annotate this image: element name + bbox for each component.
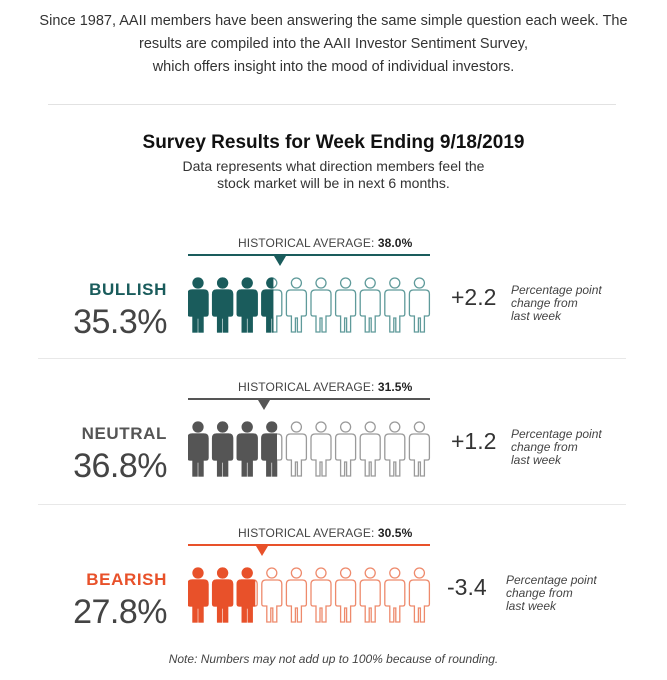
- historical-average-marker: [255, 546, 268, 556]
- person-icon-filled: [211, 277, 234, 333]
- intro-line-1: Since 1987, AAII members have been answe…: [39, 13, 628, 29]
- sentiment-label: NEUTRAL: [81, 424, 167, 443]
- people-icon-row: [188, 277, 431, 333]
- weekly-change: +1.2: [451, 428, 497, 454]
- intro-line-3: which offers insight into the mood of in…: [152, 59, 515, 75]
- person-icon-filled: [211, 421, 234, 477]
- change-desc-line-1: Percentage point: [506, 573, 597, 587]
- change-desc-line-1: Percentage point: [511, 427, 602, 441]
- historical-average-caption: HISTORICAL AVERAGE:: [238, 526, 375, 540]
- person-icon-filled: [188, 421, 209, 477]
- section-divider: [38, 504, 626, 505]
- person-icon-filled: [188, 277, 209, 333]
- historical-average-caption: HISTORICAL AVERAGE:: [238, 380, 375, 394]
- sentiment-label: BEARISH: [86, 570, 167, 589]
- person-icon-filled: [211, 567, 234, 623]
- person-icon-filled: [236, 277, 258, 333]
- person-icon-outline: [334, 567, 357, 623]
- change-desc-line-3: last week: [511, 453, 562, 467]
- change-desc-line-3: last week: [506, 599, 557, 613]
- person-icon-outline: [359, 421, 381, 477]
- person-icon-outline: [408, 567, 431, 623]
- change-desc-line-2: change from: [511, 440, 578, 454]
- people-icon-row: [188, 567, 431, 623]
- person-icon-outline: [359, 277, 381, 333]
- person-icon-outline: [359, 567, 381, 623]
- change-desc-line-1: Percentage point: [511, 283, 602, 297]
- person-icon-outline: [285, 277, 308, 333]
- person-icon-outline: [285, 421, 308, 477]
- bearish-section: HISTORICAL AVERAGE: 30.5% BEARISH 27.8% …: [0, 526, 667, 672]
- intro-text: Since 1987, AAII members have been answe…: [0, 10, 667, 79]
- rounding-note: Note: Numbers may not add up to 100% bec…: [168, 652, 499, 666]
- person-icon-outline: [261, 567, 283, 623]
- weekly-change: -3.4: [447, 574, 487, 600]
- neutral-section: HISTORICAL AVERAGE: 31.5% NEUTRAL 36.8% …: [0, 380, 667, 526]
- sentiment-label: BULLISH: [89, 280, 167, 299]
- change-desc-line-2: change from: [511, 296, 578, 310]
- survey-title: Survey Results for Week Ending 9/18/2019: [142, 132, 525, 153]
- change-description: Percentage point change from last week: [511, 284, 602, 323]
- historical-average-value: 38.0%: [377, 236, 413, 250]
- historical-average-marker: [258, 400, 271, 410]
- person-icon-outline: [334, 277, 357, 333]
- person-icon-outline: [285, 567, 308, 623]
- sentiment-value: 35.3%: [73, 303, 167, 341]
- bullish-section: HISTORICAL AVERAGE: 38.0% BULLISH 35.3% …: [0, 236, 667, 382]
- top-divider: [48, 104, 616, 105]
- weekly-change: +2.2: [451, 284, 497, 310]
- filled-person-icons: [188, 567, 256, 623]
- change-desc-line-2: change from: [506, 586, 573, 600]
- person-icon-outline: [384, 277, 406, 333]
- survey-description: Data represents what direction members f…: [0, 158, 667, 192]
- historical-average-label: HISTORICAL AVERAGE: 38.0%: [238, 236, 412, 250]
- person-icon-outline: [334, 421, 357, 477]
- change-description: Percentage point change from last week: [506, 574, 597, 613]
- survey-desc-line-1: Data represents what direction members f…: [182, 158, 485, 174]
- filled-person-icons: [188, 277, 274, 333]
- person-icon-filled: [261, 277, 274, 333]
- person-icon-outline: [310, 421, 332, 477]
- intro-line-2: results are compiled into the AAII Inves…: [138, 36, 528, 52]
- person-icon-outline: [408, 421, 431, 477]
- change-description: Percentage point change from last week: [511, 428, 602, 467]
- historical-average-line: [188, 254, 430, 256]
- person-icon-filled: [236, 567, 256, 623]
- change-desc-line-3: last week: [511, 309, 562, 323]
- filled-person-icons: [188, 421, 278, 477]
- historical-average-label: HISTORICAL AVERAGE: 31.5%: [238, 380, 412, 394]
- historical-average-label: HISTORICAL AVERAGE: 30.5%: [238, 526, 412, 540]
- person-icon-outline: [384, 421, 406, 477]
- person-icon-outline: [310, 277, 332, 333]
- person-icon-filled: [261, 421, 278, 477]
- person-icon-filled: [236, 421, 258, 477]
- historical-average-line: [188, 544, 430, 546]
- person-icon-filled: [188, 567, 209, 623]
- person-icon-outline: [310, 567, 332, 623]
- person-icon-outline: [408, 277, 431, 333]
- historical-average-marker: [273, 256, 286, 266]
- survey-desc-line-2: stock market will be in next 6 months.: [217, 175, 450, 191]
- historical-average-value: 30.5%: [377, 526, 413, 540]
- person-icon-outline: [384, 567, 406, 623]
- historical-average-line: [188, 398, 430, 400]
- people-icon-row: [188, 421, 431, 477]
- sentiment-value: 27.8%: [73, 593, 167, 631]
- section-divider: [38, 358, 626, 359]
- historical-average-caption: HISTORICAL AVERAGE:: [238, 236, 375, 250]
- historical-average-value: 31.5%: [377, 380, 413, 394]
- sentiment-value: 36.8%: [73, 447, 167, 485]
